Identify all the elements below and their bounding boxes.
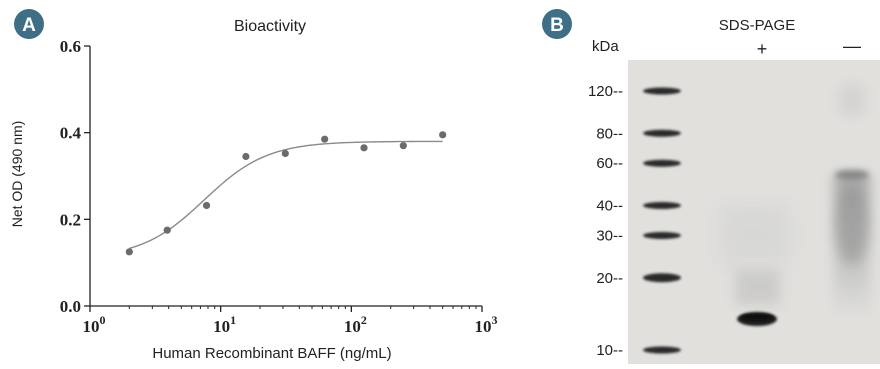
marker-lane: 120-- 80-- 60-- 40-- 30-- 20-- 10-- [588, 83, 681, 359]
y-tick-label: 0.6 [60, 37, 81, 56]
marker-band [643, 159, 681, 167]
marker-band [643, 273, 681, 283]
kda-label: kDa [592, 38, 619, 55]
lane-label-plus: + [757, 39, 768, 59]
chart-title: Bioactivity [234, 18, 306, 35]
fit-curve-layer [129, 140, 443, 250]
data-point [281, 149, 289, 158]
marker-label: 80-- [596, 125, 623, 142]
data-points [125, 131, 447, 256]
marker-label: 60-- [596, 155, 623, 172]
panel-a: A Bioactivity Net OD (490 nm) Human Reco… [9, 9, 498, 362]
data-point [321, 135, 329, 143]
marker-band [643, 231, 681, 239]
y-ticks: 0.0 0.2 0.4 0.6 [60, 37, 90, 316]
marker-band [643, 202, 681, 210]
y-axis-label: Net OD (490 nm) [9, 121, 25, 228]
x-tick-label: 102 [344, 313, 367, 336]
y-tick-label: 0.4 [60, 124, 82, 143]
x-tick-label: 103 [475, 313, 498, 336]
y-tick-label: 0.0 [60, 297, 81, 316]
x-tick-label: 100 [83, 313, 106, 336]
x-ticks: 100 101 102 103 [83, 306, 498, 336]
band-minus-lane-smear [834, 82, 870, 314]
marker-label: 10-- [596, 342, 623, 359]
x-axis-label: Human Recombinant BAFF (ng/mL) [152, 345, 391, 362]
data-point [163, 226, 171, 234]
data-point [125, 248, 133, 256]
y-tick-label: 0.2 [60, 210, 81, 229]
data-point [360, 144, 368, 152]
fit-curve [129, 140, 443, 250]
badge-a-label: A [22, 15, 36, 36]
lane-label-minus: — [843, 36, 861, 56]
badge-b-circle [542, 9, 572, 39]
data-point [399, 142, 407, 150]
data-point [202, 201, 211, 210]
marker-band [643, 129, 681, 137]
marker-band [643, 87, 681, 95]
badge-a-circle [14, 9, 44, 39]
data-point [439, 131, 447, 139]
gel-title: SDS-PAGE [719, 17, 795, 34]
marker-band [643, 346, 681, 354]
marker-label: 20-- [596, 270, 623, 287]
data-point [242, 152, 250, 161]
marker-label: 40-- [596, 198, 623, 215]
x-tick-label: 101 [213, 313, 236, 336]
badge-b-label: B [550, 15, 564, 36]
marker-label: 120-- [588, 83, 623, 100]
panel-b: B SDS-PAGE kDa + — 120-- 80-- 60-- 40-- 30--… [542, 9, 880, 364]
marker-label: 30-- [596, 227, 623, 244]
